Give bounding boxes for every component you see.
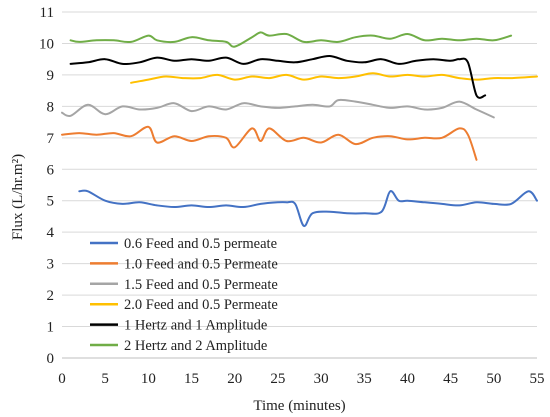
y-tick-label: 9	[47, 68, 55, 84]
legend: 0.6 Feed and 0.5 permeate 1.0 Feed and 0.…	[90, 236, 278, 354]
legend-label: 2 Hertz and 2 Amplitude	[124, 338, 267, 354]
y-tick-label: 6	[47, 162, 55, 178]
x-tick-label: 20	[227, 371, 242, 387]
x-tick-label: 25	[270, 371, 285, 387]
y-tick-label: 7	[47, 131, 55, 147]
y-tick-label: 3	[47, 257, 55, 273]
y-tick-label: 11	[40, 5, 54, 21]
x-tick-label: 5	[101, 371, 109, 387]
legend-label: 1.0 Feed and 0.5 Permeate	[124, 256, 278, 272]
x-tick-label: 50	[486, 371, 501, 387]
legend-label: 1 Hertz and 1 Amplitude	[124, 318, 267, 334]
series-line-1	[61, 125, 478, 161]
legend-label: 1.5 Feed and 0.5 Permeate	[124, 277, 278, 293]
series-lines	[61, 31, 538, 227]
gridlines	[62, 11, 537, 328]
y-tick-label: 1	[47, 320, 55, 336]
y-tick-labels: 0 1 2 3 4 5 6 7 8 9 10 11	[39, 5, 55, 367]
series-line-2	[61, 98, 495, 119]
y-axis-title: Flux (L/hr.m²)	[10, 154, 26, 240]
y-tick-label: 0	[47, 351, 55, 367]
x-tick-label: 15	[184, 371, 199, 387]
x-tick-label: 30	[314, 371, 329, 387]
x-axis-title: Time (minutes)	[253, 398, 345, 414]
series-line-3	[130, 72, 538, 84]
x-tick-labels: 0 5 10 15 20 25 30 35 40 45 50 55	[58, 371, 544, 387]
x-tick-label: 10	[141, 371, 156, 387]
x-tick-label: 0	[58, 371, 66, 387]
x-tick-label: 35	[357, 371, 372, 387]
y-tick-label: 8	[47, 99, 55, 115]
y-tick-label: 5	[47, 194, 55, 210]
legend-label: 2.0 Feed and 0.5 Permeate	[124, 297, 278, 313]
y-tick-label: 10	[39, 36, 54, 52]
y-tick-label: 2	[47, 288, 55, 304]
legend-label: 0.6 Feed and 0.5 permeate	[124, 236, 277, 252]
series-line-0	[78, 189, 538, 227]
y-tick-label: 4	[47, 225, 55, 241]
series-line-5	[69, 31, 513, 48]
series-line-4	[69, 54, 487, 99]
x-tick-label: 45	[443, 371, 458, 387]
x-tick-label: 55	[530, 371, 545, 387]
x-tick-label: 40	[400, 371, 415, 387]
